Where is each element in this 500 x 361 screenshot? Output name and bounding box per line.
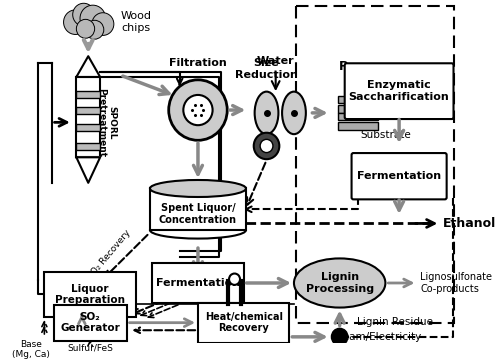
Text: Lignin Residue: Lignin Residue: [356, 317, 432, 327]
Text: Spent Liquor/
Concentration: Spent Liquor/ Concentration: [159, 203, 237, 225]
Circle shape: [260, 139, 273, 153]
Text: Steam/Electricity: Steam/Electricity: [332, 332, 422, 342]
Ellipse shape: [294, 258, 386, 308]
FancyBboxPatch shape: [344, 63, 454, 119]
Bar: [76, 124, 100, 131]
Bar: [150, 188, 246, 230]
Text: Steam/Hot
water: Steam/Hot water: [154, 273, 206, 294]
Bar: [76, 107, 100, 114]
Circle shape: [76, 19, 94, 38]
Circle shape: [184, 95, 212, 125]
Text: Heat/chemical
Recovery: Heat/chemical Recovery: [204, 312, 282, 334]
Circle shape: [168, 80, 227, 140]
Text: Lignosulfonate
Co-products: Lignosulfonate Co-products: [420, 272, 492, 294]
Ellipse shape: [150, 222, 246, 239]
Bar: [152, 263, 244, 303]
FancyBboxPatch shape: [352, 153, 446, 199]
Text: SO₂
Generator: SO₂ Generator: [60, 312, 120, 334]
Bar: [338, 113, 378, 121]
Circle shape: [86, 20, 104, 39]
Bar: [76, 91, 100, 98]
Circle shape: [72, 3, 94, 26]
Text: SPORL
Pretreatment: SPORL Pretreatment: [97, 88, 116, 157]
Text: Enzymatic
Saccharification: Enzymatic Saccharification: [348, 81, 450, 102]
Text: Wood
chips: Wood chips: [120, 12, 151, 33]
Circle shape: [92, 13, 114, 35]
Text: Fermentation: Fermentation: [357, 171, 441, 181]
Text: Size
Reduction: Size Reduction: [235, 58, 298, 80]
Bar: [76, 77, 100, 157]
Ellipse shape: [254, 92, 278, 134]
Text: Lignin
Processing: Lignin Processing: [306, 272, 374, 294]
Polygon shape: [76, 157, 100, 183]
Bar: [76, 143, 100, 150]
Text: Fermentation: Fermentation: [156, 278, 240, 288]
Ellipse shape: [282, 92, 306, 134]
Ellipse shape: [150, 180, 246, 197]
Text: Sulfur/FeS: Sulfur/FeS: [67, 343, 113, 352]
Bar: [338, 96, 378, 104]
Circle shape: [80, 5, 106, 32]
Text: Water: Water: [257, 56, 294, 66]
Bar: [338, 105, 378, 113]
Bar: [44, 271, 136, 317]
Text: SO₂ Recovery: SO₂ Recovery: [86, 228, 132, 281]
Text: Press: Press: [338, 60, 377, 73]
Text: Liquor
Preparation: Liquor Preparation: [55, 283, 125, 305]
Circle shape: [64, 10, 88, 34]
Text: Ethanol: Ethanol: [443, 217, 496, 230]
Circle shape: [332, 329, 348, 345]
Text: SO₂ Recovery: SO₂ Recovery: [224, 304, 290, 314]
Polygon shape: [76, 56, 100, 77]
Bar: [296, 6, 454, 323]
Text: Base
(Mg, Ca): Base (Mg, Ca): [12, 340, 50, 359]
Bar: [338, 122, 378, 130]
Bar: [54, 305, 127, 341]
Circle shape: [229, 274, 240, 285]
Text: Substrate: Substrate: [360, 130, 411, 140]
Text: Filtration: Filtration: [169, 57, 227, 68]
Bar: [198, 303, 290, 343]
Circle shape: [254, 133, 280, 159]
